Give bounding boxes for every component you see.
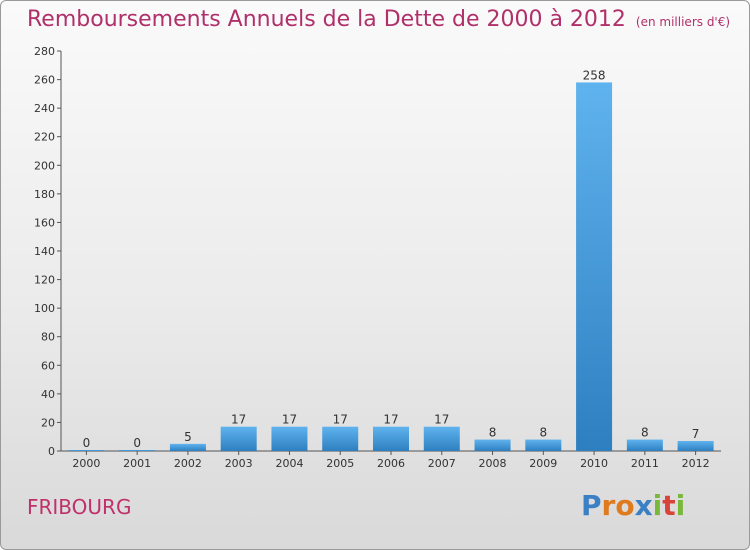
x-tick-label: 2009 xyxy=(529,457,557,470)
bar xyxy=(576,82,613,451)
brand-logo-letter: t xyxy=(662,489,676,522)
bar-value-label: 8 xyxy=(489,426,497,440)
brand-logo-letter: x xyxy=(634,489,653,522)
x-tick-label: 2007 xyxy=(428,457,456,470)
bar xyxy=(474,439,511,451)
bar xyxy=(119,450,156,451)
chart-title-text: Remboursements Annuels de la Dette de 20… xyxy=(27,7,626,32)
bar-value-label: 17 xyxy=(383,413,398,427)
bar-value-label: 17 xyxy=(282,413,297,427)
chart-subtitle: (en milliers d'€) xyxy=(635,15,731,29)
bar xyxy=(271,426,308,451)
y-tick-label: 160 xyxy=(34,216,55,229)
y-tick-label: 180 xyxy=(34,188,55,201)
bar xyxy=(322,426,359,451)
brand-logo: Proxiti xyxy=(581,489,701,523)
brand-logo-letter: i xyxy=(675,489,686,522)
x-tick-label: 2011 xyxy=(631,457,659,470)
brand-logo-letter: i xyxy=(652,489,663,522)
bar xyxy=(626,439,663,451)
y-tick-label: 260 xyxy=(34,74,55,87)
x-tick-label: 2012 xyxy=(682,457,710,470)
y-tick-label: 80 xyxy=(41,331,55,344)
y-tick-label: 60 xyxy=(41,359,55,372)
y-tick-label: 240 xyxy=(34,102,55,115)
x-tick-label: 2002 xyxy=(174,457,202,470)
location-label: FRIBOURG xyxy=(27,495,132,519)
bar-value-label: 258 xyxy=(583,68,606,82)
x-tick-label: 2005 xyxy=(326,457,354,470)
bar xyxy=(525,439,562,451)
bar xyxy=(68,450,105,451)
x-tick-label: 2000 xyxy=(72,457,100,470)
y-tick-label: 220 xyxy=(34,131,55,144)
bar xyxy=(169,443,206,451)
bar xyxy=(373,426,409,451)
y-tick-label: 100 xyxy=(34,302,55,315)
y-tick-label: 0 xyxy=(48,445,55,458)
brand-logo-letter: P xyxy=(581,489,602,522)
y-tick-label: 120 xyxy=(34,274,55,287)
x-tick-label: 2001 xyxy=(123,457,151,470)
y-tick-label: 200 xyxy=(34,159,55,172)
bar-value-label: 5 xyxy=(184,430,192,444)
bar-value-label: 17 xyxy=(333,413,348,427)
brand-logo-letter: r xyxy=(601,489,616,522)
y-tick-label: 280 xyxy=(34,45,55,58)
bar-value-label: 17 xyxy=(231,413,246,427)
bar-value-label: 0 xyxy=(133,436,141,450)
bar-value-label: 7 xyxy=(692,427,700,441)
x-tick-label: 2010 xyxy=(580,457,608,470)
x-tick-label: 2003 xyxy=(225,457,253,470)
bar xyxy=(677,441,714,451)
bar-value-label: 8 xyxy=(539,426,547,440)
bar-value-label: 8 xyxy=(641,426,649,440)
bar-value-label: 17 xyxy=(434,413,449,427)
x-tick-label: 2008 xyxy=(479,457,507,470)
bar xyxy=(423,426,460,451)
x-tick-label: 2006 xyxy=(377,457,405,470)
y-tick-label: 140 xyxy=(34,245,55,258)
bar-value-label: 0 xyxy=(83,436,91,450)
y-tick-label: 20 xyxy=(41,416,55,429)
x-tick-label: 2004 xyxy=(275,457,303,470)
brand-logo-letter: o xyxy=(615,489,635,522)
chart-title: Remboursements Annuels de la Dette de 20… xyxy=(27,7,730,32)
bar xyxy=(220,426,257,451)
y-tick-label: 40 xyxy=(41,388,55,401)
